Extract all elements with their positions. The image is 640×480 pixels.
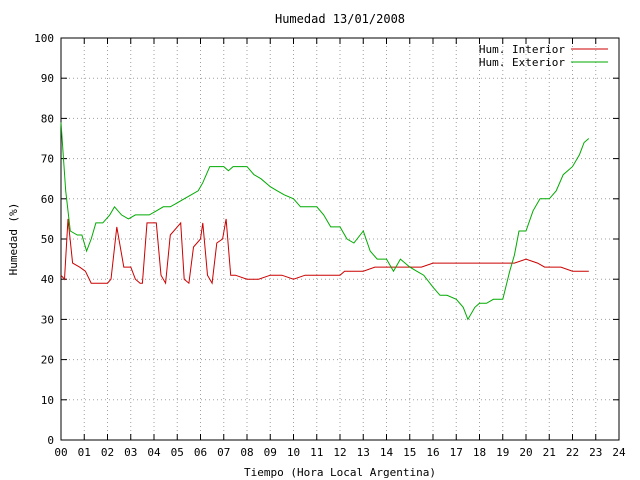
x-tick-label: 22 xyxy=(566,446,579,459)
x-axis-label: Tiempo (Hora Local Argentina) xyxy=(244,466,436,479)
ticks: 0 10 20 30 40 50 60 70 80 90 100 00 01 02 03 04 05 06 07 08… xyxy=(34,32,626,459)
y-tick-label: 60 xyxy=(41,193,54,206)
y-tick-label: 0 xyxy=(47,434,54,447)
x-tick-label: 07 xyxy=(217,446,230,459)
x-tick-label: 00 xyxy=(54,446,67,459)
y-tick-label: 80 xyxy=(41,112,54,125)
x-tick-label: 02 xyxy=(101,446,114,459)
x-tick-label: 10 xyxy=(287,446,300,459)
series-line-exterior xyxy=(60,122,590,321)
y-tick-label: 50 xyxy=(41,233,54,246)
series-layer xyxy=(60,122,590,321)
x-tick-label: 01 xyxy=(78,446,91,459)
y-tick-label: 40 xyxy=(41,273,54,286)
x-tick-label: 05 xyxy=(171,446,184,459)
y-tick-label: 20 xyxy=(41,354,54,367)
x-tick-label: 03 xyxy=(124,446,137,459)
x-tick-label: 23 xyxy=(589,446,602,459)
x-tick-label: 20 xyxy=(519,446,532,459)
legend-label-interior: Hum. Interior xyxy=(479,43,565,56)
x-tick-label: 17 xyxy=(450,446,463,459)
x-tick-label: 18 xyxy=(473,446,486,459)
x-tick-label: 15 xyxy=(403,446,416,459)
y-axis-label: Humedad (%) xyxy=(7,203,20,276)
series-line-interior xyxy=(60,218,589,285)
x-tick-label: 21 xyxy=(543,446,556,459)
chart-title: Humedad 13/01/2008 xyxy=(275,12,405,26)
legend-label-exterior: Hum. Exterior xyxy=(479,56,565,69)
x-tick-label: 08 xyxy=(240,446,253,459)
x-tick-label: 24 xyxy=(612,446,626,459)
grid xyxy=(61,38,619,440)
y-tick-label: 100 xyxy=(34,32,54,45)
x-tick-label: 06 xyxy=(194,446,207,459)
x-tick-label: 09 xyxy=(264,446,277,459)
x-tick-label: 12 xyxy=(333,446,346,459)
x-tick-label: 16 xyxy=(426,446,439,459)
x-tick-label: 11 xyxy=(310,446,323,459)
y-tick-label: 10 xyxy=(41,394,54,407)
x-tick-label: 04 xyxy=(147,446,161,459)
y-tick-label: 30 xyxy=(41,313,54,326)
y-tick-label: 70 xyxy=(41,153,54,166)
y-tick-label: 90 xyxy=(41,72,54,85)
x-tick-label: 13 xyxy=(357,446,370,459)
x-tick-label: 14 xyxy=(380,446,394,459)
x-tick-label: 19 xyxy=(496,446,509,459)
legend: Hum. Interior Hum. Exterior xyxy=(479,43,608,69)
